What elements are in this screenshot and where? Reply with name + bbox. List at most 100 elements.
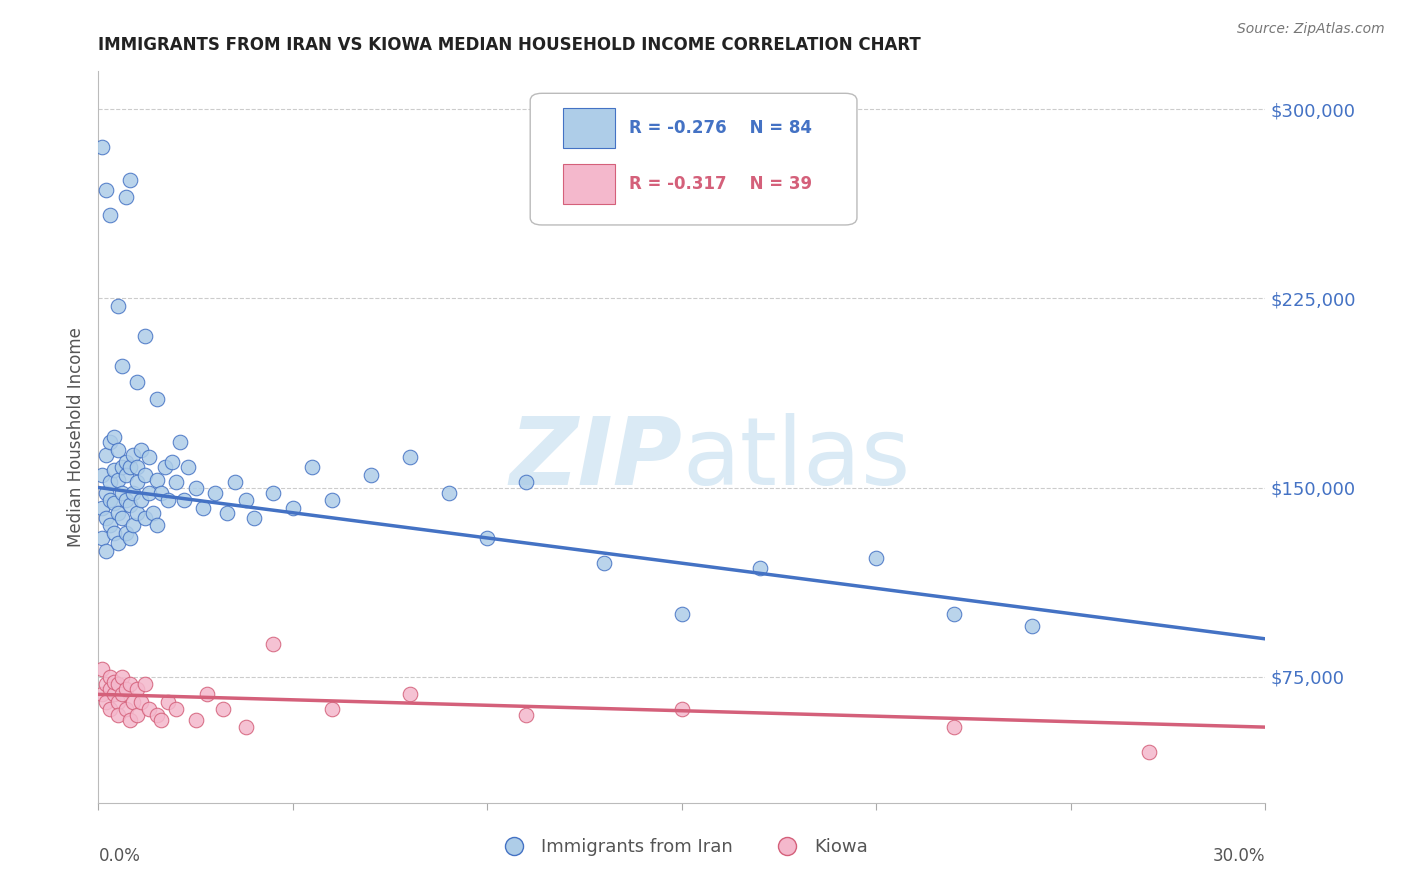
Point	[114, 702, 136, 716]
Point	[127, 707, 149, 722]
Point	[215, 506, 238, 520]
Point	[118, 677, 141, 691]
Point	[96, 183, 118, 197]
Point	[96, 448, 118, 462]
Point	[235, 493, 257, 508]
Text: R = -0.276    N = 84: R = -0.276 N = 84	[630, 119, 813, 137]
Point	[107, 707, 129, 722]
Point	[943, 720, 966, 734]
Point	[114, 467, 136, 482]
Point	[111, 670, 134, 684]
Point	[865, 551, 887, 566]
Point	[398, 450, 420, 465]
Point	[96, 677, 118, 691]
Point	[98, 682, 121, 697]
Point	[107, 536, 129, 550]
Point	[235, 720, 257, 734]
Point	[127, 506, 149, 520]
Text: atlas: atlas	[682, 413, 910, 505]
Point	[129, 442, 152, 457]
Point	[91, 500, 114, 515]
Point	[165, 475, 187, 490]
Point	[134, 329, 156, 343]
Text: Source: ZipAtlas.com: Source: ZipAtlas.com	[1237, 22, 1385, 37]
FancyBboxPatch shape	[562, 164, 616, 204]
Point	[107, 677, 129, 691]
Point	[111, 359, 134, 374]
Point	[111, 687, 134, 701]
Point	[184, 481, 207, 495]
Point	[91, 531, 114, 545]
Point	[96, 510, 118, 524]
Point	[301, 460, 323, 475]
Point	[748, 561, 770, 575]
Point	[157, 695, 180, 709]
Point	[96, 543, 118, 558]
Point	[129, 695, 152, 709]
Point	[98, 518, 121, 533]
Point	[157, 493, 180, 508]
Point	[593, 556, 616, 570]
Point	[177, 460, 200, 475]
Point	[437, 485, 460, 500]
Point	[127, 682, 149, 697]
Point	[281, 500, 304, 515]
Text: 30.0%: 30.0%	[1213, 847, 1265, 864]
Point	[118, 498, 141, 512]
Point	[114, 525, 136, 540]
Point	[122, 518, 145, 533]
Point	[212, 702, 235, 716]
Point	[103, 496, 125, 510]
Point	[142, 506, 165, 520]
Point	[111, 485, 134, 500]
Point	[129, 493, 152, 508]
Point	[98, 670, 121, 684]
Point	[118, 173, 141, 187]
Point	[111, 460, 134, 475]
Point	[138, 485, 160, 500]
Point	[515, 475, 537, 490]
Point	[118, 460, 141, 475]
Point	[111, 510, 134, 524]
Point	[262, 637, 284, 651]
Point	[262, 485, 284, 500]
Point	[114, 682, 136, 697]
Point	[98, 702, 121, 716]
Point	[114, 493, 136, 508]
Point	[96, 485, 118, 500]
FancyBboxPatch shape	[530, 94, 858, 225]
Point	[146, 392, 169, 407]
Legend: Immigrants from Iran, Kiowa: Immigrants from Iran, Kiowa	[489, 830, 875, 863]
Point	[127, 475, 149, 490]
Point	[103, 463, 125, 477]
Point	[122, 448, 145, 462]
Text: R = -0.317    N = 39: R = -0.317 N = 39	[630, 176, 813, 194]
Point	[146, 473, 169, 487]
Point	[321, 493, 343, 508]
Point	[360, 467, 382, 482]
Point	[169, 435, 191, 450]
Point	[134, 677, 156, 691]
Point	[91, 467, 114, 482]
Point	[91, 140, 114, 154]
Y-axis label: Median Household Income: Median Household Income	[66, 327, 84, 547]
Point	[195, 687, 218, 701]
Point	[107, 299, 129, 313]
Point	[477, 531, 499, 545]
Point	[146, 518, 169, 533]
Point	[103, 687, 125, 701]
Point	[114, 190, 136, 204]
Point	[138, 702, 160, 716]
Point	[1021, 619, 1043, 633]
Point	[114, 455, 136, 469]
Point	[671, 607, 693, 621]
Point	[98, 475, 121, 490]
Point	[107, 695, 129, 709]
Point	[98, 493, 121, 508]
Point	[134, 510, 156, 524]
Point	[103, 525, 125, 540]
Point	[118, 713, 141, 727]
Point	[107, 473, 129, 487]
Point	[162, 455, 184, 469]
Point	[193, 500, 215, 515]
